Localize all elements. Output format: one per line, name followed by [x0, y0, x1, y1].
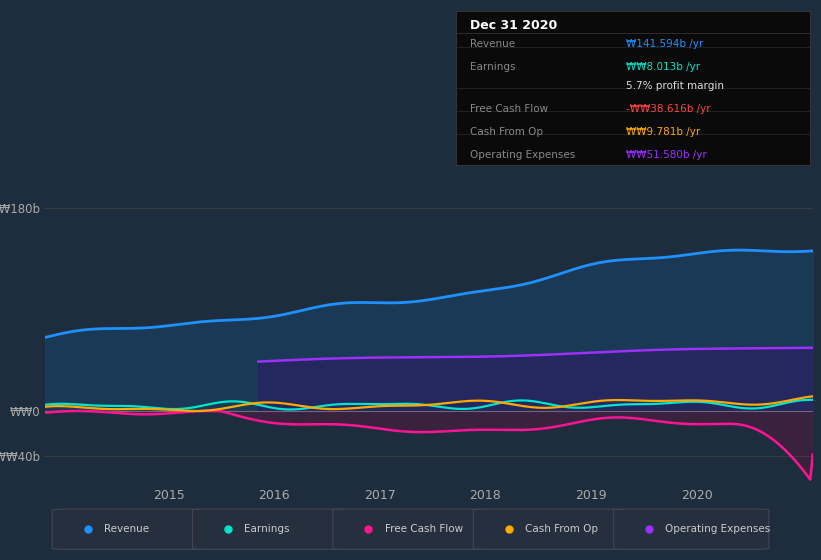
- Text: ₩141.594b /yr: ₩141.594b /yr: [626, 39, 703, 49]
- Text: Earnings: Earnings: [470, 62, 516, 72]
- Text: Dec 31 2020: Dec 31 2020: [470, 19, 557, 32]
- FancyBboxPatch shape: [473, 509, 629, 549]
- Text: Free Cash Flow: Free Cash Flow: [384, 524, 463, 534]
- Text: Earnings: Earnings: [245, 524, 290, 534]
- Text: Cash From Op: Cash From Op: [470, 127, 543, 137]
- Text: 5.7% profit margin: 5.7% profit margin: [626, 81, 724, 91]
- Text: ₩₩8.013b /yr: ₩₩8.013b /yr: [626, 62, 700, 72]
- Text: ₩₩9.781b /yr: ₩₩9.781b /yr: [626, 127, 700, 137]
- Text: Free Cash Flow: Free Cash Flow: [470, 104, 548, 114]
- FancyBboxPatch shape: [192, 509, 348, 549]
- Text: Revenue: Revenue: [470, 39, 515, 49]
- FancyBboxPatch shape: [333, 509, 488, 549]
- Text: Cash From Op: Cash From Op: [525, 524, 598, 534]
- Text: ₩₩51.580b /yr: ₩₩51.580b /yr: [626, 150, 707, 160]
- Text: -₩₩38.616b /yr: -₩₩38.616b /yr: [626, 104, 710, 114]
- Text: Operating Expenses: Operating Expenses: [666, 524, 771, 534]
- Text: Operating Expenses: Operating Expenses: [470, 150, 575, 160]
- FancyBboxPatch shape: [613, 509, 769, 549]
- FancyBboxPatch shape: [53, 509, 208, 549]
- Text: Revenue: Revenue: [103, 524, 149, 534]
